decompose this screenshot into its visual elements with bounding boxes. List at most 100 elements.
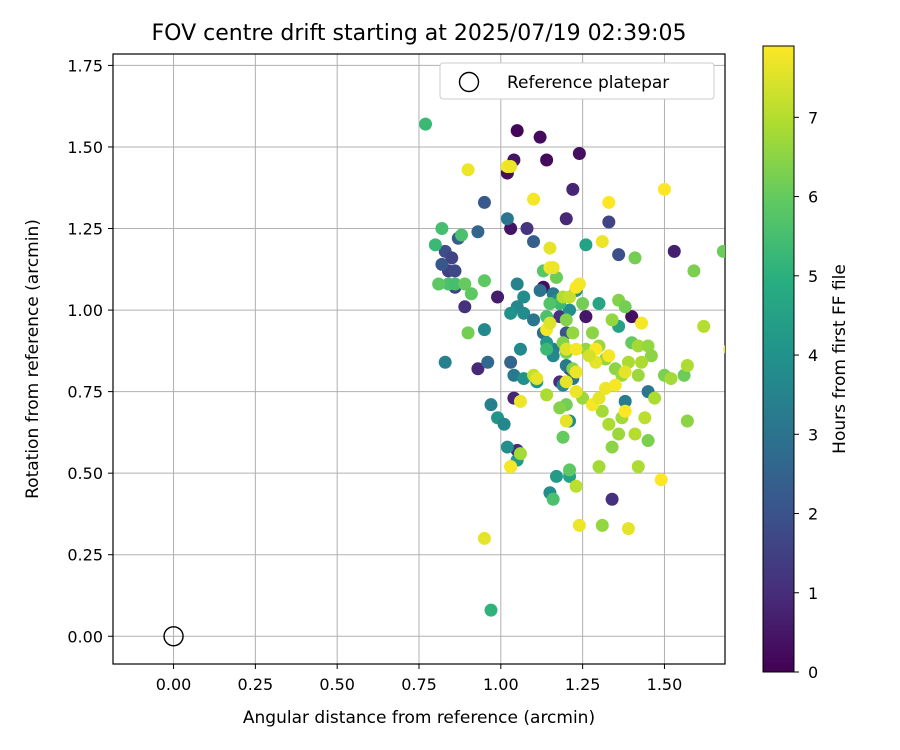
colorbar-tick-label: 7 [808,108,818,127]
reference-platepar-marker [163,626,184,647]
data-point [602,195,616,209]
data-point [628,251,642,265]
colorbar-tick-label: 0 [808,663,818,682]
data-point [605,492,619,506]
plot-area: 0.00 0.25 0.50 0.75 1.00 1.25 1.50 0.00 0.25 0.5… [67,53,726,694]
colorbar-tick-label: 2 [808,505,818,524]
data-point [569,479,583,493]
data-point [644,349,658,363]
y-axis-label: Rotation from reference (arcmin) [23,219,43,499]
data-point [618,365,632,379]
data-point [628,427,642,441]
data-point [631,339,645,353]
data-point [510,277,524,291]
y-tick-label: 1.25 [67,220,103,239]
data-point [595,518,609,532]
data-point [477,531,491,545]
data-point [641,434,655,448]
colorbar-tick-label: 6 [808,188,818,207]
data-point [559,313,573,327]
legend-label: Reference platepar [507,73,669,93]
colorbar-tick-label: 4 [808,346,818,365]
data-point [428,238,442,252]
x-tick-label: 1.50 [647,675,683,694]
data-point [569,385,583,399]
data-point [504,306,518,320]
data-point [579,310,593,324]
data-point [461,326,475,340]
data-point [448,277,462,291]
colorbar-tick-label: 3 [808,425,818,444]
data-point [612,427,626,441]
y-tick-label: 1.50 [67,138,103,157]
data-point [667,244,681,258]
colorbar-gradient [762,45,795,673]
data-point [513,394,527,408]
data-point [543,241,557,255]
data-point [625,310,639,324]
data-point [471,362,485,376]
data-point [546,492,560,506]
data-point [687,264,701,278]
data-point [697,319,711,333]
data-point [723,344,725,354]
data-point [504,460,518,474]
data-point [543,316,557,330]
data-point [612,248,626,262]
data-point [491,290,505,304]
colorbar-tick-label: 5 [808,267,818,286]
data-point [464,287,478,301]
data-point [566,326,580,340]
data-point [572,518,586,532]
data-point [563,290,577,304]
data-point [608,378,622,392]
data-point [618,404,632,418]
data-point [664,372,678,386]
data-point [592,297,606,311]
x-tick-label: 0.50 [319,675,355,694]
data-point [605,440,619,454]
data-point [595,404,609,418]
data-point [559,212,573,226]
data-point [513,342,527,356]
data-point [635,316,649,330]
data-point [602,417,616,431]
data-points [419,117,725,617]
data-point [563,463,577,477]
data-point [533,283,547,297]
data-point [477,274,491,288]
data-point [621,522,635,536]
legend-open-circle-icon [458,71,480,93]
x-axis-ticks: 0.00 0.25 0.50 0.75 1.00 1.25 1.50 [156,664,683,694]
data-point [546,261,560,275]
data-point [631,460,645,474]
legend-box [439,62,715,100]
data-point [553,401,567,415]
y-tick-label: 0.00 [67,627,103,646]
data-point [635,355,649,369]
data-point [657,182,671,196]
x-tick-label: 0.25 [238,675,274,694]
data-point [507,368,521,382]
data-point [527,235,541,249]
data-point [540,153,554,167]
data-point [445,251,459,265]
y-tick-label: 0.50 [67,464,103,483]
data-point [559,414,573,428]
data-point [566,182,580,196]
data-point [504,222,518,236]
data-point [484,603,498,617]
data-point [648,391,662,405]
data-point [569,342,583,356]
x-tick-label: 1.25 [565,675,601,694]
data-point [556,430,570,444]
data-point [549,469,563,483]
data-point [602,349,616,363]
legend: Reference platepar [439,62,715,100]
chart-title: FOV centre drift starting at 2025/07/19 … [152,21,687,46]
data-point [595,235,609,249]
data-point [517,290,531,304]
data-point [540,388,554,402]
data-point [585,326,599,340]
